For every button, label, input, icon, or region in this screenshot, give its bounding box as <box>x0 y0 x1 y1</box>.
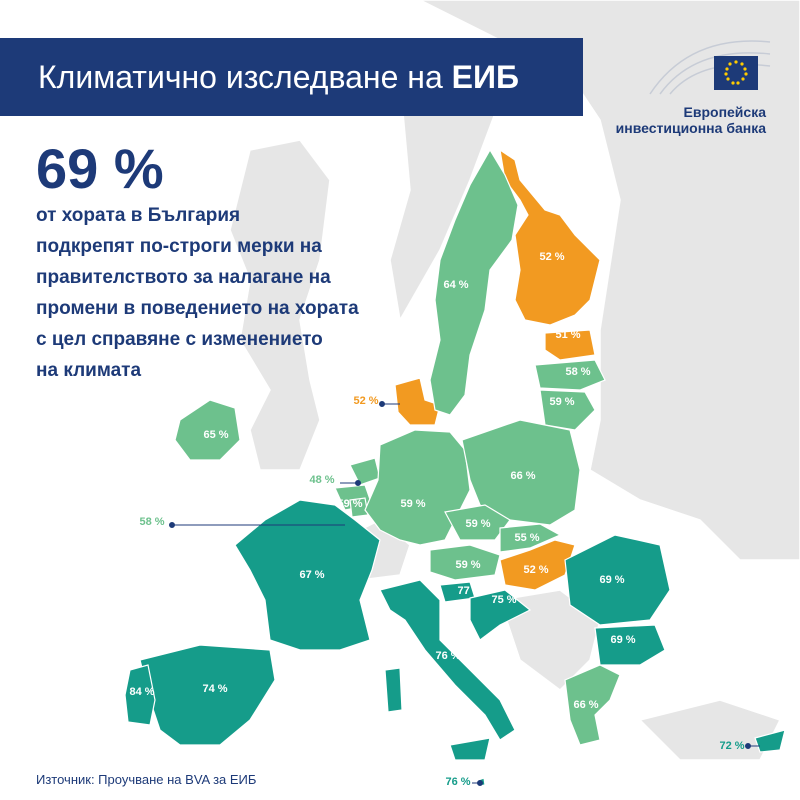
map-label-croatia: 75 % <box>491 594 516 606</box>
country-value-labels: 52 % 64 % 51 % 58 % 59 % 52 % 65 % 48 % 58 % 59 %… <box>129 251 744 788</box>
headline-value: 69 % <box>36 137 164 200</box>
page-title: Климатично изследване на ЕИБ <box>38 58 519 95</box>
map-label-sweden: 64 % <box>443 279 468 291</box>
eu-stars <box>724 60 748 87</box>
map-label-ireland: 65 % <box>203 429 228 441</box>
map-label-france: 67 % <box>299 569 324 581</box>
portugal-shape <box>124 664 156 726</box>
map-label-italy: 76 % <box>435 650 460 662</box>
france-shape <box>234 499 381 651</box>
map-label-spain: 74 % <box>202 683 227 695</box>
map-label-portugal: 84 % <box>129 686 154 698</box>
estonia-shape <box>544 329 596 361</box>
sicily-shape <box>449 737 491 761</box>
leader-lines <box>169 401 760 786</box>
eib-logo-text: Европейска инвестиционна банка <box>615 104 766 136</box>
map-label-romania: 69 % <box>599 574 624 586</box>
denmark-shape <box>394 377 441 426</box>
orange-countries <box>394 148 601 591</box>
headline-description: от хората в България подкрепят по-строги… <box>36 200 416 386</box>
map-label-slovenia: 77 % <box>457 585 482 597</box>
sweden-shape <box>429 148 519 416</box>
headline-line: с цел справяне с изменението <box>36 329 323 350</box>
map-label-germany: 59 % <box>400 498 425 510</box>
non-eu-land <box>229 0 800 761</box>
latvia-shape <box>534 359 606 391</box>
map-label-hungary: 52 % <box>523 564 548 576</box>
light-green-countries <box>174 148 621 746</box>
map-label-malta: 76 % <box>445 776 470 788</box>
finland-shape <box>499 148 601 326</box>
romania-shape <box>564 534 671 626</box>
map-label-finland: 52 % <box>539 251 564 263</box>
map-label-estonia: 51 % <box>555 329 580 341</box>
map-label-greece: 66 % <box>573 699 598 711</box>
headline-line: на климата <box>36 360 142 381</box>
map-label-denmark: 52 % <box>353 395 378 407</box>
map-label-poland: 66 % <box>510 470 535 482</box>
headline-line: правителството за налагане на <box>36 267 331 288</box>
source-note: Източник: Проучване на BVA за ЕИБ <box>36 772 257 787</box>
map-label-latvia: 58 % <box>565 366 590 378</box>
bulgaria-shape <box>594 624 666 666</box>
lithuania-shape <box>539 389 596 431</box>
dark-green-countries <box>124 499 786 787</box>
map-label-bulgaria: 69 % <box>610 634 635 646</box>
map-label-czechia: 59 % <box>465 518 490 530</box>
map-label-belgium: 58 % <box>139 516 164 528</box>
headline-line: от хората в България <box>36 205 241 226</box>
cyprus-shape <box>754 729 786 753</box>
croatia-shape <box>469 589 532 641</box>
map-label-netherlands: 48 % <box>309 474 334 486</box>
luxembourg-shape <box>349 497 369 518</box>
italy-shape <box>379 579 516 741</box>
germany-shape <box>364 429 471 546</box>
ireland-shape <box>174 399 241 461</box>
map-label-slovakia: 55 % <box>514 532 539 544</box>
map-label-austria: 59 % <box>455 559 480 571</box>
slovakia-shape <box>499 523 562 553</box>
title-bar: Климатично изследване на ЕИБ <box>0 38 583 116</box>
map-label-lithuania: 59 % <box>549 396 574 408</box>
map-label-cyprus: 72 % <box>719 740 744 752</box>
headline-line: подкрепят по-строги мерки на <box>36 236 322 257</box>
greece-shape <box>564 664 621 746</box>
poland-shape <box>461 419 581 526</box>
austria-shape <box>429 544 501 581</box>
sardinia-shape <box>384 667 403 713</box>
eib-logo <box>649 40 771 95</box>
headline-line: промени в поведението на хората <box>36 298 359 319</box>
spain-shape <box>139 644 276 746</box>
netherlands-shape <box>349 457 381 486</box>
map-label-luxembourg: 59 % <box>337 498 362 510</box>
